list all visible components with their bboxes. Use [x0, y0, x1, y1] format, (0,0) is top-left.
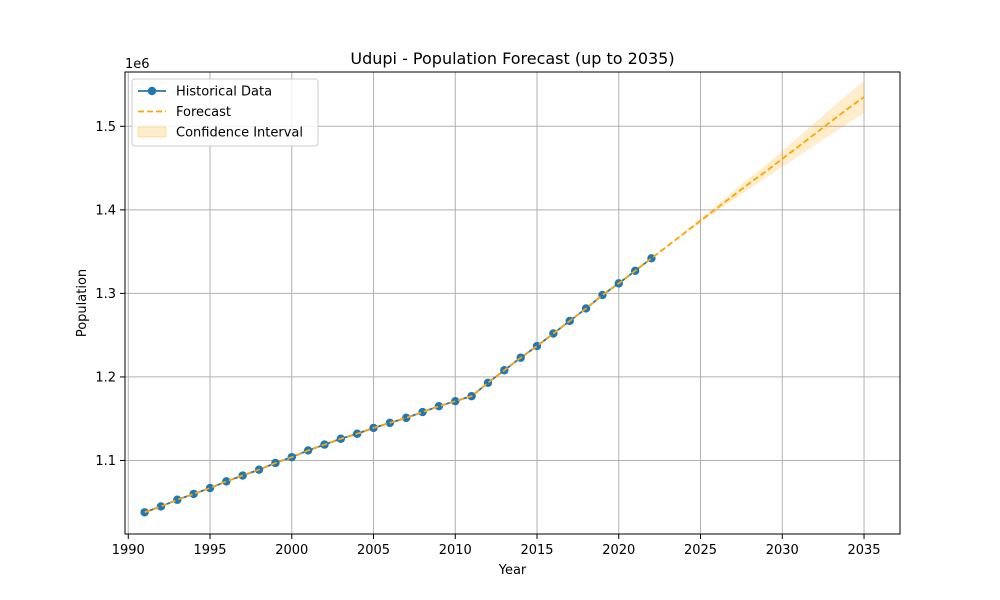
x-tick-label: 2020 — [602, 543, 635, 558]
legend-label: Forecast — [176, 105, 231, 120]
x-tick-label: 2005 — [357, 543, 390, 558]
historical-data-point — [156, 502, 166, 511]
x-tick-label: 2025 — [684, 543, 717, 558]
chart-title: Udupi - Population Forecast (up to 2035) — [350, 49, 674, 68]
x-axis-title: Year — [498, 563, 527, 578]
x-tick-label: 2030 — [766, 543, 799, 558]
legend-box — [131, 78, 319, 147]
historical-data-point — [402, 413, 411, 423]
x-tick-label: 2000 — [275, 543, 308, 558]
x-tick-label: 1990 — [112, 543, 145, 558]
series-layer — [140, 96, 865, 517]
confidence-band-layer — [651, 81, 865, 259]
confidence-interval-band — [651, 81, 865, 259]
legend-label: Historical Data — [176, 85, 272, 100]
legend-label: Confidence Interval — [176, 126, 303, 141]
historical-data-point — [418, 407, 427, 417]
historical-data-point — [189, 489, 198, 499]
forecast-line — [144, 96, 865, 514]
y-tick-label: 1.5 — [95, 120, 116, 135]
legend-historical-marker — [147, 86, 157, 96]
x-tick-label: 2015 — [520, 543, 553, 558]
legend-confidence-swatch — [137, 126, 167, 138]
y-tick-label: 1.1 — [95, 454, 116, 469]
y-axis-title: Population — [75, 269, 90, 337]
grid — [125, 72, 900, 534]
x-tick-label: 2035 — [847, 543, 880, 558]
historical-data-point — [434, 401, 444, 411]
legend: Historical Data Forecast Confidence Interv… — [131, 78, 319, 147]
y-tick-label: 1.4 — [95, 203, 116, 218]
plot-frame — [124, 71, 901, 535]
x-tick-label: 2010 — [439, 543, 472, 558]
y-axis-offset-label: 1e6 — [125, 57, 150, 72]
historical-data-point — [205, 483, 215, 493]
y-tick-label: 1.2 — [95, 370, 116, 385]
ticks: 1990 1995 2000 2005 2010 2015 2020 2025 2030 2035… — [95, 120, 880, 558]
historical-data-point — [222, 477, 231, 486]
y-tick-label: 1.3 — [95, 287, 116, 302]
x-tick-label: 1995 — [193, 543, 226, 558]
historical-data-point — [451, 396, 460, 406]
historical-data-point — [173, 495, 182, 504]
